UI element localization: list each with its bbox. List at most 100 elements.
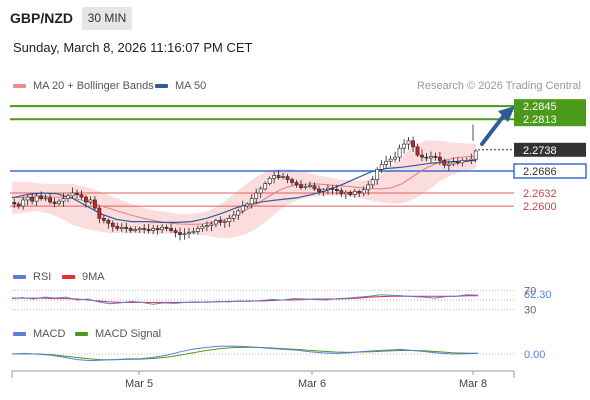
legend-ma20-swatch — [13, 84, 26, 88]
candle-body — [294, 182, 299, 186]
candle — [267, 176, 272, 186]
candle — [411, 136, 415, 152]
timeframe-button[interactable]: 30 MIN — [82, 7, 132, 30]
candle — [97, 205, 102, 224]
candle — [451, 157, 456, 167]
candle-body — [388, 158, 393, 162]
level-label-2.2632: 2.2632 — [523, 188, 557, 200]
candle-body — [119, 226, 124, 229]
candle-body — [325, 187, 330, 191]
candle — [52, 198, 57, 208]
candle-body — [137, 228, 142, 231]
candle-body — [133, 229, 138, 232]
legend-9ma-label: 9MA — [82, 271, 105, 283]
candle-body — [366, 184, 371, 191]
candle — [402, 139, 406, 154]
candle-body — [34, 195, 39, 202]
candle-body — [155, 228, 160, 231]
candle-body — [254, 192, 259, 200]
candle — [312, 182, 317, 192]
level-label-2.2813: 2.2813 — [523, 114, 557, 126]
candle — [240, 200, 245, 214]
candle-body — [164, 226, 169, 229]
projection-arrowhead — [498, 106, 515, 123]
candle-body — [348, 191, 353, 195]
candle-body — [393, 156, 398, 160]
candle-body — [213, 220, 218, 225]
candle — [218, 216, 223, 226]
bollinger-band — [12, 140, 476, 238]
candle — [137, 226, 142, 234]
candle — [357, 189, 362, 198]
candle-body — [110, 222, 115, 227]
candle-body — [451, 161, 456, 165]
candle-body — [196, 228, 200, 232]
candle — [303, 184, 308, 190]
candle-body — [48, 197, 52, 203]
legend-macd-signal-swatch — [75, 332, 88, 336]
candle — [187, 227, 191, 239]
candle — [231, 211, 236, 222]
legend-macd-label: MACD — [33, 328, 66, 340]
candle — [106, 218, 111, 229]
candle — [25, 195, 30, 206]
level-label-2.2600: 2.2600 — [523, 201, 557, 213]
legend-ma20: MA 20 + Bollinger Bands — [13, 80, 154, 92]
candle — [388, 155, 393, 167]
candle-body — [209, 223, 214, 226]
candle-body — [303, 186, 308, 189]
candle-body — [312, 185, 317, 190]
legend-9ma-swatch — [62, 275, 75, 279]
candle-body — [460, 160, 465, 164]
legend-macd-signal: MACD Signal — [75, 328, 161, 340]
candle — [308, 181, 312, 189]
candle — [455, 157, 460, 166]
projection-arrow — [480, 111, 507, 147]
candle-body — [182, 233, 187, 236]
candle — [169, 223, 173, 233]
candle — [281, 173, 285, 180]
legend-9ma: 9MA — [62, 271, 105, 283]
candle-body — [61, 198, 66, 202]
candle — [227, 214, 232, 227]
candle — [75, 189, 79, 199]
candle-body — [397, 147, 402, 158]
candle — [348, 190, 353, 197]
candle — [12, 198, 17, 208]
candle — [438, 151, 442, 165]
x-tick-label: Mar 8 — [459, 378, 487, 390]
candle — [88, 196, 93, 205]
candle — [70, 187, 75, 199]
candle-body — [469, 158, 474, 161]
candle-body — [317, 188, 321, 192]
candle-body — [187, 232, 191, 235]
candle — [84, 194, 88, 208]
candle — [294, 179, 299, 188]
candle — [285, 173, 290, 184]
candle-body — [236, 210, 241, 216]
candle-body — [357, 191, 362, 194]
candle — [115, 222, 120, 232]
candle-body — [424, 156, 429, 159]
candle-body — [88, 199, 93, 203]
macd-value-label: 0.00 — [524, 349, 545, 361]
candle-body — [173, 230, 178, 233]
candle-body — [66, 195, 70, 200]
level-label-box-2.2686 — [513, 163, 587, 179]
candle-body — [299, 184, 303, 189]
candle — [272, 171, 277, 184]
candle — [119, 223, 124, 232]
level-label-box-2.2845 — [514, 99, 586, 114]
candle-body — [321, 189, 326, 192]
candle-body — [124, 226, 129, 229]
candle-body — [352, 191, 357, 195]
candle — [420, 149, 424, 162]
candle — [30, 193, 35, 205]
candle — [263, 181, 268, 191]
candle — [379, 160, 384, 174]
candle — [464, 157, 469, 163]
candle-body — [205, 225, 209, 227]
candle — [361, 186, 366, 197]
candle — [222, 219, 227, 229]
candle — [325, 184, 330, 195]
